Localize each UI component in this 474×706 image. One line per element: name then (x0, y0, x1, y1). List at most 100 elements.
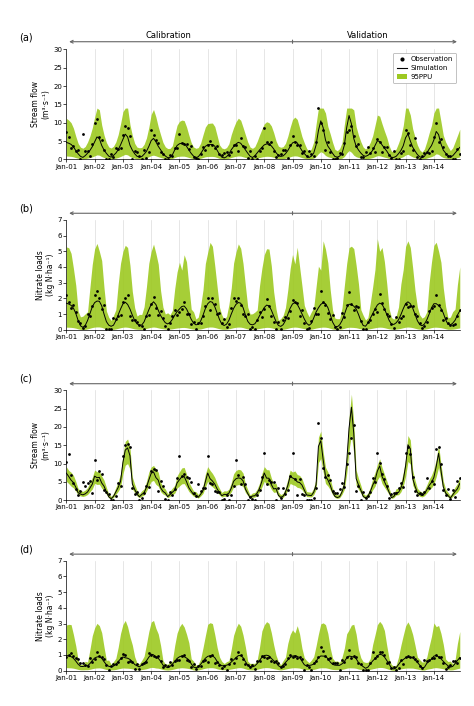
Point (251, 323, 259, 335)
Point (428, 302, 435, 313)
Point (98, 303, 106, 314)
Point (397, 148, 405, 159)
Point (211, 486, 219, 497)
Point (216, 486, 223, 498)
Point (190, 152, 197, 163)
Point (376, 646, 383, 657)
Point (317, 432, 325, 443)
Point (310, 492, 318, 503)
Point (105, 323, 112, 335)
Point (162, 320, 169, 331)
Point (171, 655, 179, 666)
Point (84, 661, 91, 672)
Point (312, 482, 320, 493)
Point (374, 133, 381, 145)
Point (425, 148, 433, 159)
Point (392, 153, 400, 164)
Point (416, 153, 424, 164)
Point (109, 658, 117, 669)
Point (343, 652, 350, 663)
Point (100, 144, 108, 155)
Point (385, 311, 393, 322)
Point (449, 153, 456, 164)
Point (194, 479, 202, 490)
Point (418, 151, 426, 162)
Point (107, 494, 115, 505)
Point (199, 311, 207, 322)
Point (428, 145, 435, 156)
Point (388, 152, 395, 163)
Point (357, 658, 365, 669)
Point (239, 308, 247, 319)
Point (70, 140, 77, 152)
Point (366, 314, 374, 325)
Point (133, 659, 141, 670)
Point (176, 450, 183, 462)
Point (395, 662, 402, 674)
Point (388, 662, 395, 674)
Point (256, 145, 264, 156)
Point (84, 145, 91, 156)
Point (211, 143, 219, 154)
Point (432, 289, 440, 301)
Point (270, 656, 277, 667)
Point (340, 311, 348, 323)
Point (435, 299, 442, 311)
Point (251, 664, 259, 675)
Point (155, 485, 162, 496)
Point (378, 297, 386, 309)
Point (444, 483, 452, 494)
Point (418, 662, 426, 674)
Point (204, 293, 211, 304)
Point (159, 481, 167, 492)
Point (131, 145, 138, 157)
Point (350, 650, 357, 662)
Point (216, 148, 223, 160)
Point (237, 650, 245, 661)
Point (364, 142, 372, 153)
Point (136, 319, 143, 330)
Point (400, 481, 407, 493)
Point (371, 477, 379, 488)
Point (277, 493, 284, 504)
Point (439, 485, 447, 496)
Point (112, 490, 119, 501)
Point (147, 299, 155, 310)
Point (327, 653, 334, 664)
Point (279, 314, 287, 325)
Point (213, 656, 221, 667)
Point (338, 654, 346, 666)
Point (65, 296, 73, 307)
Point (145, 481, 153, 493)
Point (430, 479, 438, 490)
Point (272, 323, 280, 335)
Point (72, 306, 80, 317)
Point (451, 318, 459, 330)
Point (74, 489, 82, 501)
Point (392, 665, 400, 676)
Point (305, 661, 313, 672)
Point (70, 478, 77, 489)
Point (390, 662, 398, 673)
Point (418, 488, 426, 499)
Point (331, 487, 339, 498)
Point (79, 657, 87, 669)
Point (220, 147, 228, 158)
Point (263, 479, 270, 490)
Point (336, 484, 344, 495)
Point (310, 658, 318, 669)
Point (286, 305, 294, 316)
Point (72, 653, 80, 664)
Point (249, 493, 256, 504)
Point (355, 481, 362, 492)
Point (437, 133, 445, 144)
Point (159, 312, 167, 323)
Point (447, 493, 454, 504)
Point (192, 152, 200, 164)
Point (439, 141, 447, 152)
Point (420, 148, 428, 159)
Point (395, 153, 402, 164)
Point (449, 484, 456, 495)
Point (169, 311, 176, 322)
Point (400, 311, 407, 322)
